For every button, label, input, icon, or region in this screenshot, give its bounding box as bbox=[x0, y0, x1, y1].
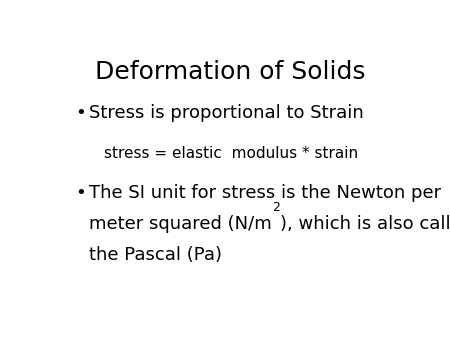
Text: 2: 2 bbox=[272, 201, 280, 214]
Text: meter squared (N/m: meter squared (N/m bbox=[90, 215, 272, 233]
Text: the Pascal (Pa): the Pascal (Pa) bbox=[90, 246, 222, 264]
Text: •: • bbox=[76, 104, 86, 122]
Text: Deformation of Solids: Deformation of Solids bbox=[95, 60, 366, 84]
Text: Stress is proportional to Strain: Stress is proportional to Strain bbox=[90, 104, 364, 122]
Text: ), which is also called: ), which is also called bbox=[280, 215, 450, 233]
Text: •: • bbox=[76, 184, 86, 202]
Text: The SI unit for stress is the Newton per: The SI unit for stress is the Newton per bbox=[90, 184, 441, 202]
Text: stress = elastic  modulus * strain: stress = elastic modulus * strain bbox=[104, 146, 358, 161]
